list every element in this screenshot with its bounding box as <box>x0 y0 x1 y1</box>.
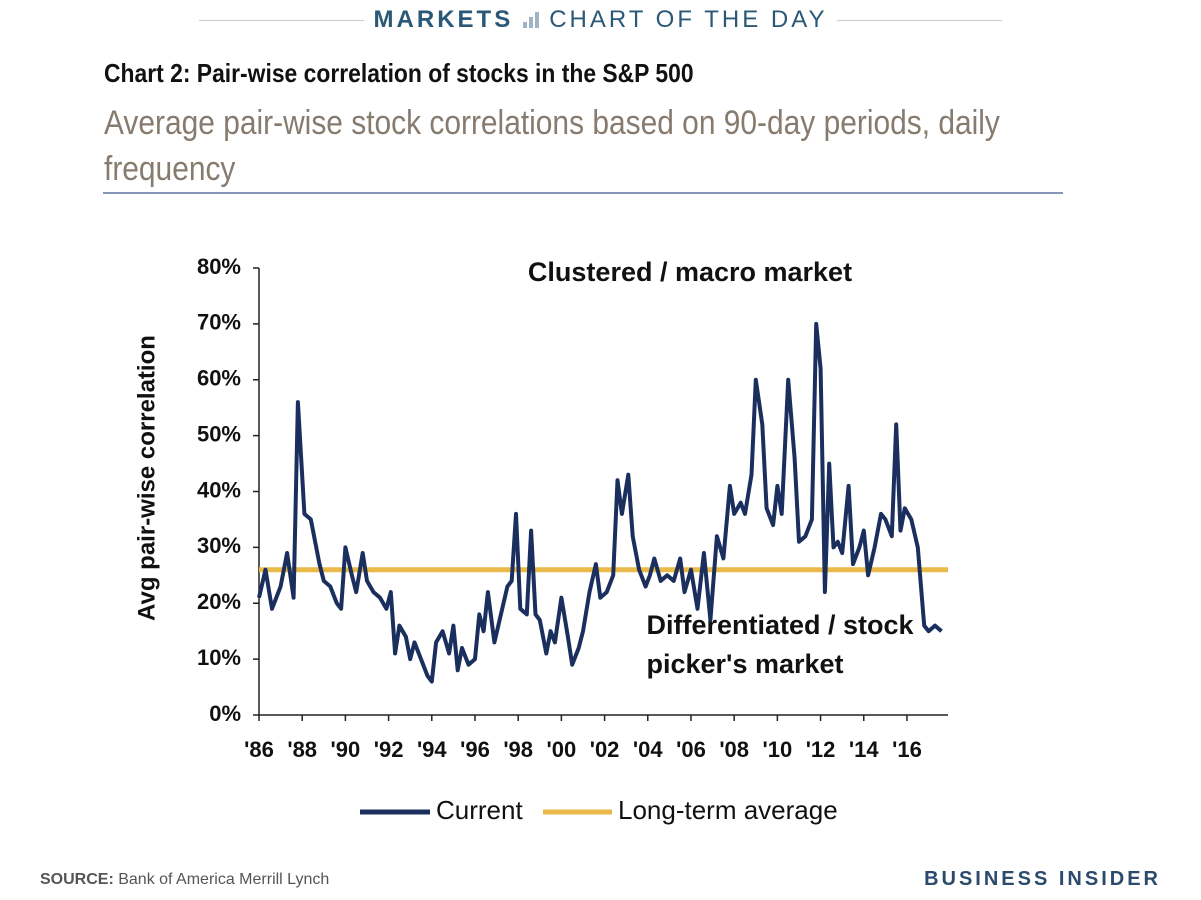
brand: BUSINESS INSIDER <box>924 868 1161 890</box>
x-tick-label: '10 <box>763 737 793 762</box>
legend-label: Current <box>436 795 523 825</box>
x-tick-label: '00 <box>547 737 577 762</box>
source: SOURCE: Bank of America Merrill Lynch <box>40 871 329 889</box>
x-tick-label: '90 <box>331 737 361 762</box>
y-tick-label: 0% <box>209 701 241 726</box>
x-tick-label: '96 <box>460 737 490 762</box>
x-tick-label: '12 <box>806 737 836 762</box>
header-rule <box>198 19 364 21</box>
x-tick-label: '92 <box>374 737 404 762</box>
x-tick-label: '16 <box>892 737 922 762</box>
section-name: MARKETS <box>373 6 514 33</box>
y-tick-label: 20% <box>197 589 241 614</box>
y-axis-label: Avg pair-wise correlation <box>133 335 160 621</box>
chart-icon <box>523 12 540 28</box>
y-tick-label: 10% <box>197 645 241 670</box>
x-tick-label: '88 <box>287 737 317 762</box>
y-tick-label: 50% <box>197 421 241 446</box>
y-tick-label: 40% <box>197 477 241 502</box>
legend-label: Long-term average <box>618 795 838 825</box>
annotation: Differentiated / stock <box>646 610 914 640</box>
title-rule <box>103 192 1063 194</box>
x-tick-label: '14 <box>849 737 879 762</box>
chart-subtitle: Average pair-wise stock correlations bas… <box>104 104 1000 188</box>
y-tick-label: 30% <box>197 533 241 558</box>
x-tick-label: '02 <box>590 737 620 762</box>
y-tick-label: 60% <box>197 366 241 391</box>
series-line <box>257 321 943 684</box>
annotation: Clustered / macro market <box>528 257 852 287</box>
y-tick-label: 80% <box>197 254 241 279</box>
x-tick-label: '98 <box>503 737 533 762</box>
annotation: picker's market <box>646 649 843 679</box>
header: MARKETS CHART OF THE DAY <box>0 6 1201 34</box>
x-tick-label: '94 <box>417 737 447 762</box>
source-text: Bank of America Merrill Lynch <box>118 871 330 888</box>
x-tick-label: '08 <box>719 737 749 762</box>
x-tick-label: '06 <box>676 737 706 762</box>
y-tick-label: 70% <box>197 310 241 335</box>
source-label: SOURCE: <box>40 871 114 888</box>
x-tick-label: '04 <box>633 737 663 762</box>
x-tick-label: '86 <box>244 737 274 762</box>
feature-name: CHART OF THE DAY <box>549 6 828 33</box>
header-rule <box>837 19 1003 21</box>
chart-title: Chart 2: Pair-wise correlation of stocks… <box>104 58 694 88</box>
